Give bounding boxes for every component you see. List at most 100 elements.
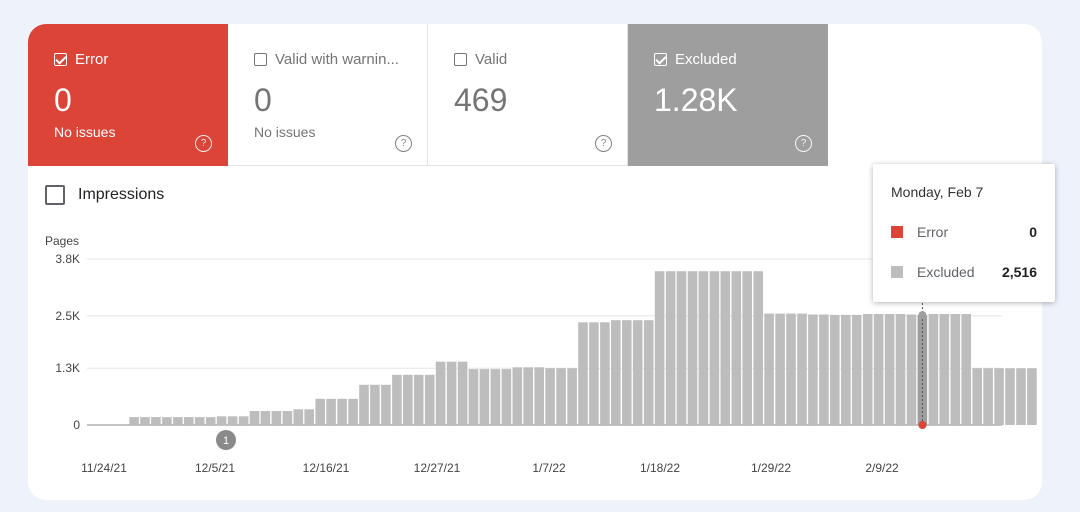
bar-excluded xyxy=(293,409,304,425)
x-tick-label: 2/9/22 xyxy=(865,461,899,475)
bar-excluded xyxy=(304,409,314,425)
bar-excluded xyxy=(326,398,336,425)
card-excluded-value: 1.28K xyxy=(654,82,738,118)
status-cards: Error 0 No issues ? Valid with warnin...… xyxy=(28,24,828,166)
bar-excluded xyxy=(632,320,643,425)
bar-excluded xyxy=(775,313,785,425)
bar-excluded xyxy=(403,374,413,425)
help-icon[interactable]: ? xyxy=(595,135,612,152)
tooltip-row-name: Error xyxy=(917,224,949,240)
bar-excluded xyxy=(643,320,654,425)
bar-excluded xyxy=(611,320,621,425)
tooltip-date: Monday, Feb 7 xyxy=(891,184,984,200)
bar-excluded xyxy=(873,314,884,425)
bar-excluded xyxy=(468,369,479,425)
bar-excluded xyxy=(961,314,971,425)
bar-excluded xyxy=(764,313,774,425)
bar-excluded xyxy=(184,417,194,425)
checkbox-checked-icon[interactable] xyxy=(654,53,667,66)
x-tick-label: 11/24/21 xyxy=(81,461,127,475)
help-icon[interactable]: ? xyxy=(195,135,212,152)
bar-excluded xyxy=(720,271,731,425)
bar-excluded xyxy=(862,314,873,425)
bar-excluded xyxy=(556,368,566,425)
bar-excluded xyxy=(665,271,676,425)
bar-excluded xyxy=(578,322,588,425)
card-error-subtext: No issues xyxy=(54,124,116,140)
bar-excluded xyxy=(249,411,260,425)
bar-excluded xyxy=(545,368,555,425)
bar-excluded xyxy=(140,417,150,425)
bar-excluded xyxy=(162,417,172,425)
checkbox-unchecked-icon[interactable] xyxy=(454,53,467,66)
bar-excluded xyxy=(534,367,544,425)
bar-excluded xyxy=(1005,368,1015,425)
help-icon[interactable]: ? xyxy=(795,135,812,152)
bar-excluded xyxy=(830,314,840,425)
bar-excluded xyxy=(676,271,687,425)
bar-excluded xyxy=(895,314,906,425)
y-tick-label: 1.3K xyxy=(55,361,80,375)
card-valid-value: 469 xyxy=(454,82,508,118)
x-tick-label: 12/27/21 xyxy=(414,461,461,475)
x-tick-label: 12/16/21 xyxy=(303,461,350,475)
tooltip-row-excluded: Excluded 2,516 xyxy=(891,262,1037,282)
bar-excluded xyxy=(227,416,238,425)
help-icon[interactable]: ? xyxy=(395,135,412,152)
card-valid-header: Valid xyxy=(454,51,507,68)
checkbox-checked-icon[interactable] xyxy=(54,53,67,66)
card-warnings-label: Valid with warnin... xyxy=(275,51,399,68)
bar-excluded xyxy=(928,314,939,425)
error-swatch xyxy=(891,226,903,238)
y-tick-label: 3.8K xyxy=(55,252,80,266)
bar-excluded xyxy=(906,314,917,425)
bar-excluded xyxy=(917,315,928,425)
bar-excluded xyxy=(1027,368,1037,425)
bar-excluded xyxy=(435,361,446,425)
bar-excluded xyxy=(731,271,742,425)
bar-excluded xyxy=(194,417,205,425)
bar-excluded xyxy=(841,314,851,425)
card-warnings-subtext: No issues xyxy=(254,124,316,140)
card-valid-label: Valid xyxy=(475,51,508,68)
bar-excluded xyxy=(742,271,752,425)
bar-excluded xyxy=(238,416,249,425)
impressions-toggle[interactable]: Impressions xyxy=(45,185,164,205)
bar-excluded xyxy=(797,313,807,425)
bar-excluded xyxy=(129,417,139,425)
card-warnings-header: Valid with warnin... xyxy=(254,51,399,68)
card-error-header: Error xyxy=(54,51,108,68)
checkbox-unchecked-icon[interactable] xyxy=(254,53,267,66)
bar-excluded xyxy=(260,411,271,425)
bar-excluded xyxy=(381,384,391,425)
card-excluded-header: Excluded xyxy=(654,51,737,68)
card-error-label: Error xyxy=(75,51,109,68)
card-valid-with-warnings[interactable]: Valid with warnin... 0 No issues ? xyxy=(228,24,428,166)
bar-excluded xyxy=(271,411,282,425)
bar-excluded xyxy=(282,411,293,425)
bar-excluded xyxy=(939,314,950,425)
x-tick-label: 1/7/22 xyxy=(532,461,566,475)
bar-excluded xyxy=(348,398,358,425)
bar-excluded xyxy=(851,314,862,425)
card-valid[interactable]: Valid 469 ? xyxy=(428,24,628,166)
bar-excluded xyxy=(457,361,468,425)
card-excluded-label: Excluded xyxy=(675,51,737,68)
bar-excluded xyxy=(173,417,183,425)
bar-excluded xyxy=(786,313,796,425)
x-tick-label: 1/18/22 xyxy=(640,461,680,475)
bar-excluded xyxy=(523,367,533,425)
chart-tooltip: Monday, Feb 7 Error 0 Excluded 2,516 xyxy=(873,164,1055,302)
bar-excluded xyxy=(479,369,490,425)
bar-excluded xyxy=(370,384,380,425)
bar-excluded xyxy=(983,368,993,425)
hover-point-excluded xyxy=(918,311,927,320)
bar-excluded xyxy=(424,374,435,425)
tooltip-row-value: 2,516 xyxy=(1001,264,1037,280)
card-warnings-value: 0 xyxy=(254,82,272,118)
bar-excluded xyxy=(205,417,216,425)
card-excluded[interactable]: Excluded 1.28K ? xyxy=(628,24,828,166)
impressions-checkbox[interactable] xyxy=(45,185,65,205)
card-error[interactable]: Error 0 No issues ? xyxy=(28,24,228,166)
bar-excluded xyxy=(600,322,610,425)
